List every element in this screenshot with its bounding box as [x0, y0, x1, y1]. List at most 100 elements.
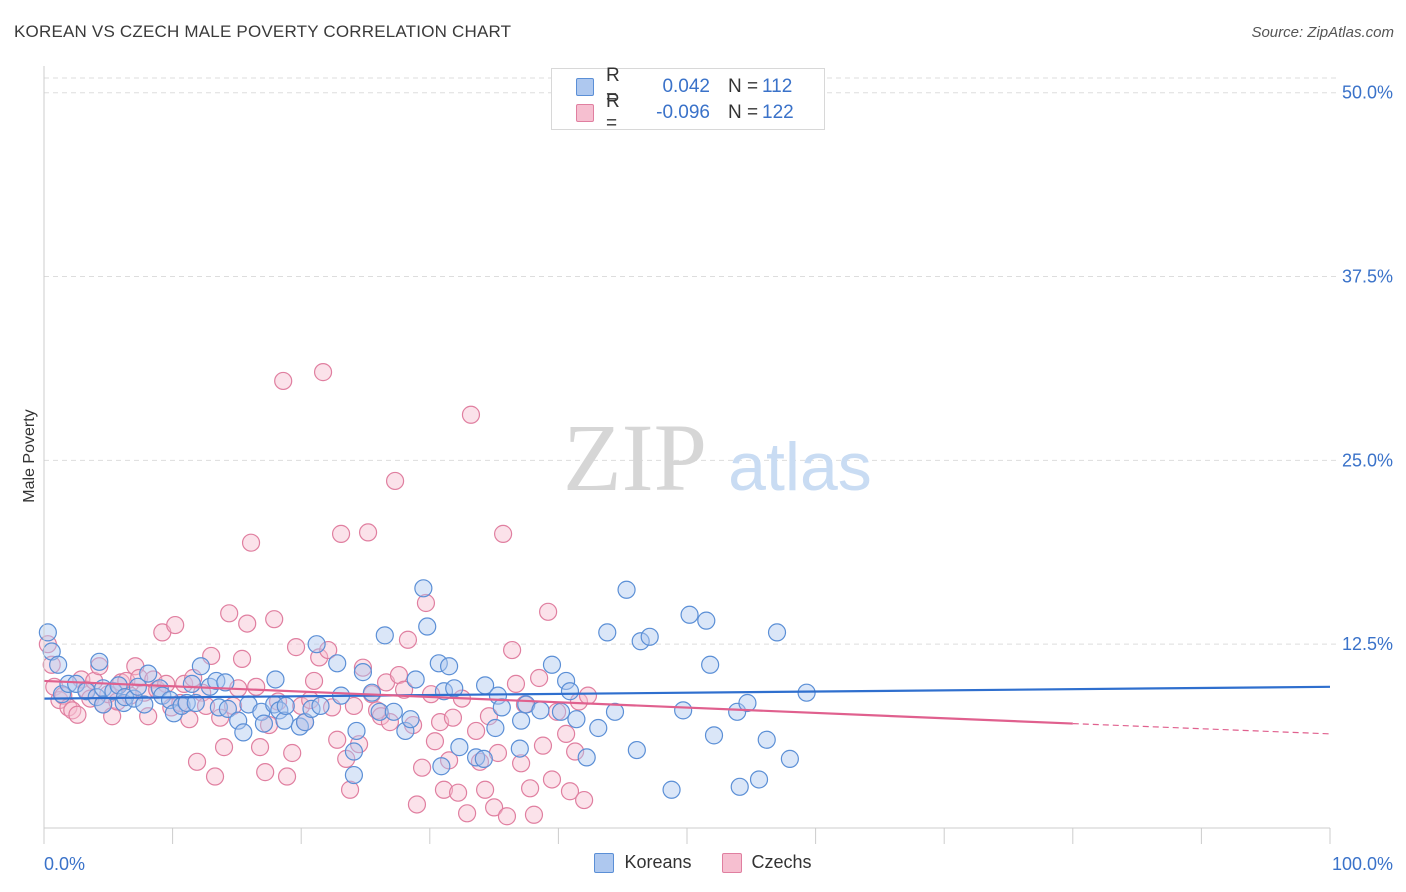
koreans-point [191, 657, 210, 676]
koreans-point [617, 580, 636, 599]
source-label: Source: ZipAtlas.com [1251, 24, 1394, 41]
czechs-point [187, 752, 207, 771]
koreans-point [697, 611, 716, 630]
czechs-point [494, 524, 513, 543]
czechs-point [90, 657, 109, 676]
koreans-point [445, 679, 464, 698]
czechs-point [479, 707, 499, 726]
koreans-point [542, 655, 562, 674]
czechs-point [337, 749, 356, 768]
czechs-point [503, 640, 522, 660]
koreans-point [414, 579, 433, 598]
czechs-point [238, 614, 257, 633]
czechs-point [506, 674, 526, 693]
axes [43, 66, 1331, 844]
koreans-point [674, 701, 693, 720]
koreans-point [396, 721, 415, 741]
koreans-point [164, 704, 183, 723]
koreans-point [207, 671, 226, 691]
koreans-point [640, 627, 659, 646]
czechs-point [425, 732, 445, 751]
koreans-point [135, 695, 154, 714]
czechs-point [250, 738, 270, 757]
czechs-trend-line [43, 679, 1073, 725]
czechs-legend-swatch [721, 852, 742, 873]
koreans-point [767, 623, 787, 642]
czechs-point [68, 705, 87, 724]
koreans-point [234, 723, 253, 742]
czechs-point [241, 533, 261, 552]
koreans-point [780, 749, 799, 768]
legend-row-czechs: R = -0.096 N = 122 [576, 91, 794, 134]
czechs-point [461, 405, 481, 424]
czechs-point [398, 630, 418, 649]
koreans-point [59, 674, 78, 693]
czechs-point [353, 658, 373, 677]
czechs-point [340, 780, 360, 799]
czechs-point [205, 767, 225, 786]
series-legend: Koreans Czechs [0, 852, 1406, 873]
czechs-point [457, 804, 477, 823]
koreans-point [486, 718, 505, 738]
czechs-trend-extension [1072, 722, 1331, 735]
czechs-point [175, 674, 194, 693]
czechs-point [286, 638, 306, 657]
koreans-point [557, 671, 576, 691]
koreans-point [90, 652, 109, 671]
czechs-point [277, 767, 297, 786]
koreans-point [307, 635, 326, 654]
czechs-point [466, 721, 486, 741]
czechs-point [274, 371, 293, 391]
koreans-point [375, 626, 394, 645]
koreans-point [406, 670, 425, 689]
koreans-point [512, 711, 531, 730]
czechs-point [344, 696, 364, 716]
koreans-point [384, 702, 403, 721]
koreans-point [598, 623, 617, 642]
koreans-point [418, 617, 437, 636]
watermark-atlas: atlas [728, 429, 872, 505]
legend-n-label: N = [728, 102, 759, 123]
koreans-point [662, 780, 681, 799]
koreans-point [589, 718, 608, 738]
czechs-point [256, 763, 275, 782]
y-tick-label: 12.5% [1342, 634, 1393, 654]
czechs-point [578, 686, 598, 705]
czechs-point [328, 730, 347, 749]
x-tick-label: 0.0% [44, 854, 85, 874]
koreans-point [182, 674, 201, 693]
legend-n-value: 112 [762, 76, 793, 97]
y-tick-label: 25.0% [1342, 450, 1393, 470]
koreans-point [94, 695, 113, 714]
czechs-point [560, 782, 580, 801]
koreans-point [216, 673, 235, 692]
czechs-point [407, 795, 427, 814]
legend-r-label: R = [606, 91, 620, 134]
czechs-point [220, 604, 239, 623]
koreans-point [67, 674, 86, 693]
koreans-legend-label: Koreans [624, 852, 692, 872]
koreans-point [704, 726, 724, 745]
czechs-point [542, 770, 562, 789]
correlation-legend: R = 0.042 N = 112 R = -0.096 N = 122 [551, 65, 825, 134]
koreans-point [49, 655, 68, 674]
koreans-point [186, 693, 205, 713]
czechs-point [443, 708, 463, 727]
czechs-point [232, 649, 252, 668]
koreans-point [401, 710, 420, 729]
legend-n-label: N = [728, 76, 759, 97]
koreans-point [531, 701, 550, 720]
czechs-point [521, 779, 540, 798]
czechs-point [166, 615, 185, 635]
koreans-point [229, 711, 248, 730]
koreans-point [492, 698, 511, 717]
legend-row-koreans: R = 0.042 N = 112 [576, 65, 793, 108]
koreans-swatch [576, 78, 594, 96]
czechs-point [434, 780, 454, 799]
czechs-point [385, 471, 405, 491]
koreans-point [631, 632, 650, 651]
koreans-point [353, 663, 373, 682]
legend-item-koreans: Koreans [594, 852, 692, 873]
czechs-point [575, 790, 594, 810]
koreans-point [627, 740, 646, 760]
